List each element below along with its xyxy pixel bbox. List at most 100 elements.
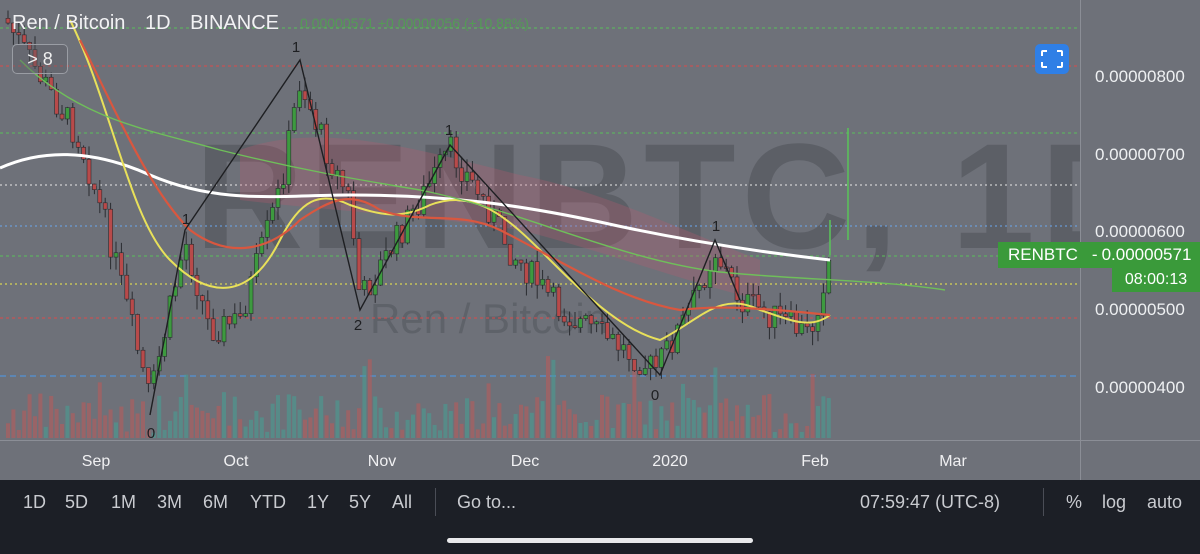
- home-indicator[interactable]: [447, 538, 753, 543]
- volume-bar: [502, 425, 507, 438]
- range-1y[interactable]: 1Y: [307, 492, 330, 512]
- volume-bar: [151, 432, 156, 438]
- volume-bar: [87, 403, 91, 438]
- candle-body: [815, 315, 821, 332]
- volume-bar: [605, 396, 610, 438]
- range-1m[interactable]: 1M: [111, 492, 137, 512]
- wave-label: 1: [445, 122, 453, 139]
- goto-button[interactable]: Go to...: [457, 492, 517, 512]
- range-3m[interactable]: 3M: [157, 492, 183, 512]
- time-label: 2020: [652, 453, 688, 470]
- symbol-legend[interactable]: Ren / Bitcoin 1D BINANCE: [12, 12, 293, 35]
- toolbar-divider: [435, 488, 436, 516]
- volume-bar: [691, 399, 696, 438]
- percent-toggle[interactable]: %: [1066, 492, 1083, 512]
- candle-body: [324, 123, 329, 164]
- range-5y[interactable]: 5Y: [349, 492, 372, 512]
- candle-body: [664, 340, 670, 350]
- volume-bar: [232, 396, 237, 438]
- candle-body: [637, 370, 643, 375]
- candle-body: [81, 146, 86, 160]
- time-label: Oct: [223, 453, 249, 470]
- price-scale[interactable]: 0.00000800 0.00000700 0.00000600 0.00000…: [1080, 0, 1200, 440]
- volume-bar: [335, 400, 340, 438]
- wave-label: 1: [292, 39, 300, 56]
- range-ytd[interactable]: YTD: [250, 492, 286, 512]
- volume-bar: [222, 392, 226, 438]
- candle-body: [227, 316, 232, 325]
- volume-bar: [65, 405, 70, 438]
- volume-bar: [49, 395, 54, 438]
- volume-bar: [540, 401, 545, 438]
- time-label: Feb: [801, 453, 829, 470]
- range-all[interactable]: All: [392, 492, 413, 512]
- log-toggle[interactable]: log: [1102, 492, 1127, 512]
- volume-bar: [772, 432, 777, 438]
- volume-bar: [389, 428, 394, 438]
- candle-body: [599, 321, 605, 324]
- volume-bar: [270, 403, 275, 438]
- volume-bar: [648, 400, 653, 438]
- auto-toggle[interactable]: auto: [1147, 492, 1183, 512]
- timezone-clock[interactable]: 07:59:47 (UTC-8): [860, 492, 1001, 512]
- volume-bar: [54, 408, 59, 438]
- range-1d[interactable]: 1D: [23, 492, 47, 512]
- price-chart[interactable]: 1 1 2 1 1 0 0: [0, 0, 1080, 440]
- fullscreen-icon: [1041, 50, 1063, 68]
- volume-bar: [475, 429, 480, 438]
- volume-bar: [297, 409, 302, 438]
- range-6m[interactable]: 6M: [203, 492, 229, 512]
- volume-bar: [670, 402, 675, 438]
- volume-bar: [357, 408, 361, 438]
- wave-label: 2: [354, 317, 362, 334]
- candle-body: [572, 325, 578, 328]
- volume-bar: [162, 429, 167, 438]
- range-5d[interactable]: 5D: [65, 492, 89, 512]
- volume-bar: [438, 430, 442, 438]
- volume-bar: [243, 426, 248, 438]
- volume-bar: [157, 395, 162, 438]
- candle-body: [151, 370, 157, 384]
- candle-body: [567, 321, 572, 327]
- volume-bar: [664, 420, 669, 438]
- volume-bar: [265, 431, 270, 438]
- candle-body: [135, 314, 140, 351]
- candle-body: [92, 183, 97, 190]
- volume-bar: [205, 412, 210, 438]
- volume-bar: [492, 417, 496, 438]
- price-label: 0.00000600: [1095, 222, 1185, 241]
- candle-body: [297, 90, 302, 108]
- volume-bar: [351, 429, 356, 438]
- volume-bar: [481, 423, 486, 438]
- candle-body: [794, 311, 799, 334]
- volume-bar: [551, 359, 556, 438]
- volume-bar: [313, 408, 318, 438]
- candle-body: [129, 298, 135, 315]
- time-label: Mar: [939, 453, 967, 470]
- volume-bar: [114, 422, 118, 438]
- price-label: 0.00000500: [1095, 300, 1185, 319]
- fullscreen-button[interactable]: [1035, 44, 1069, 74]
- wave-label: 1: [712, 218, 720, 235]
- candle-body: [183, 243, 189, 261]
- volume-bar: [324, 415, 329, 438]
- volume-bar: [416, 403, 421, 438]
- volume-bar: [594, 419, 599, 438]
- candle-body: [11, 22, 16, 33]
- volume-bar: [384, 427, 388, 438]
- volume-bar: [627, 403, 631, 438]
- candle-body: [518, 259, 524, 264]
- wave-line: [149, 58, 741, 416]
- volume-bar: [367, 359, 372, 438]
- time-scale[interactable]: Sep Oct Nov Dec 2020 Feb Mar: [0, 440, 1080, 480]
- candle-body: [756, 294, 761, 308]
- ma-100-line: [19, 59, 946, 291]
- volume-bar: [686, 398, 691, 438]
- candle-body: [243, 313, 248, 317]
- volume-bar: [486, 383, 491, 438]
- candle-body: [540, 279, 545, 286]
- volume-bar: [789, 423, 793, 438]
- candle-body: [696, 285, 702, 291]
- indicators-toggle-button[interactable]: > 8: [12, 44, 68, 74]
